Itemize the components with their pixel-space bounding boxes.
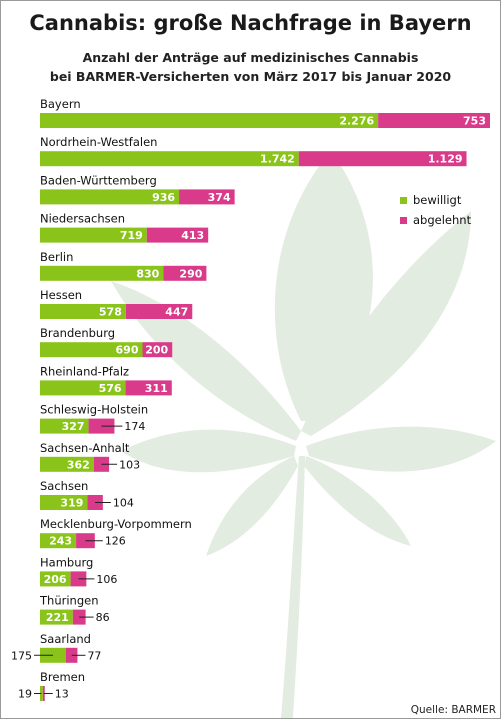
legend-swatch-abgelehnt xyxy=(400,217,407,224)
bar-bewilligt-sachsen-anhalt xyxy=(40,456,94,472)
bar-bewilligt-baden-wuerttemberg xyxy=(40,189,180,205)
legend-label-abgelehnt: abgelehnt xyxy=(413,213,472,227)
legend-label-bewilligt: bewilligt xyxy=(413,193,462,207)
value-label-abgelehnt-sachsen-anhalt: 103 xyxy=(119,458,140,471)
bars-layer: Bayern 2.276 753 Nordrhein-Westfalen 1.742 1.… xyxy=(11,97,490,701)
bar-bewilligt-brandenburg xyxy=(40,342,143,358)
value-label-abgelehnt-thueringen: 86 xyxy=(96,611,110,624)
value-label-bewilligt-nordrhein-westfalen: 1.742 xyxy=(260,153,295,166)
value-label-abgelehnt-berlin: 290 xyxy=(179,267,202,280)
chart-subtitle-line-2: bei BARMER-Versicherten von März 2017 bi… xyxy=(49,69,452,84)
bar-bewilligt-mecklenburg-vorpommern xyxy=(40,533,77,549)
value-label-abgelehnt-rheinland-pfalz: 311 xyxy=(145,382,168,395)
category-label-bremen: Bremen xyxy=(40,670,85,684)
bar-abgelehnt-baden-wuerttemberg xyxy=(179,189,235,205)
bar-bewilligt-bayern xyxy=(40,113,379,128)
category-label-hessen: Hessen xyxy=(40,288,82,302)
bar-bewilligt-rheinland-pfalz xyxy=(40,380,126,396)
value-label-abgelehnt-niedersachsen: 413 xyxy=(181,229,204,242)
value-label-abgelehnt-nordrhein-westfalen: 1.129 xyxy=(428,153,463,166)
legend: bewilligt abgelehnt xyxy=(400,193,472,227)
value-label-bewilligt-niedersachsen: 719 xyxy=(120,229,143,242)
bar-bewilligt-hessen xyxy=(40,304,126,319)
bar-abgelehnt-mecklenburg-vorpommern xyxy=(76,533,95,549)
bar-bewilligt-schleswig-holstein xyxy=(40,418,89,434)
value-label-bewilligt-hessen: 578 xyxy=(99,306,122,319)
value-label-bewilligt-bayern: 2.276 xyxy=(339,115,374,128)
value-label-bewilligt-baden-wuerttemberg: 936 xyxy=(152,191,175,204)
value-label-bewilligt-saarland: 175 xyxy=(11,649,32,662)
category-label-thueringen: Thüringen xyxy=(39,594,98,608)
category-label-baden-wuerttemberg: Baden-Württemberg xyxy=(40,173,157,187)
value-label-bewilligt-bremen: 19 xyxy=(18,688,32,701)
value-label-bewilligt-thueringen: 221 xyxy=(46,611,69,624)
value-label-abgelehnt-saarland: 77 xyxy=(87,649,101,662)
bar-abgelehnt-bremen xyxy=(42,686,45,701)
category-label-brandenburg: Brandenburg xyxy=(40,326,115,340)
category-label-sachsen-anhalt: Sachsen-Anhalt xyxy=(40,441,130,455)
bar-bewilligt-hamburg xyxy=(40,571,71,587)
chart-subtitle-line-1: Anzahl der Anträge auf medizinisches Can… xyxy=(82,50,419,65)
value-label-bewilligt-sachsen: 319 xyxy=(60,497,83,510)
value-label-bewilligt-berlin: 830 xyxy=(136,267,159,280)
value-label-abgelehnt-bayern: 753 xyxy=(463,115,486,128)
bar-abgelehnt-rheinland-pfalz xyxy=(125,380,172,396)
category-label-mecklenburg-vorpommern: Mecklenburg-Vorpommern xyxy=(40,517,192,531)
value-label-bewilligt-rheinland-pfalz: 576 xyxy=(99,382,122,395)
bar-abgelehnt-brandenburg xyxy=(142,342,173,358)
value-label-abgelehnt-hamburg: 106 xyxy=(96,573,117,586)
chart-title: Cannabis: große Nachfrage in Bayern xyxy=(29,11,472,35)
category-label-niedersachsen: Niedersachsen xyxy=(40,212,125,226)
bar-bewilligt-sachsen xyxy=(40,495,88,510)
bar-abgelehnt-niedersachsen xyxy=(146,227,209,243)
value-label-bewilligt-schleswig-holstein: 327 xyxy=(62,420,85,433)
value-label-abgelehnt-schleswig-holstein: 174 xyxy=(124,420,145,433)
source-note: Quelle: BARMER xyxy=(410,704,496,716)
category-label-saarland: Saarland xyxy=(40,632,91,646)
category-label-rheinland-pfalz: Rheinland-Pfalz xyxy=(40,364,129,378)
value-label-bewilligt-sachsen-anhalt: 362 xyxy=(67,458,90,471)
value-label-abgelehnt-sachsen: 104 xyxy=(113,497,134,510)
category-label-bayern: Bayern xyxy=(40,97,81,111)
bar-bewilligt-niedersachsen xyxy=(40,227,147,243)
category-label-nordrhein-westfalen: Nordrhein-Westfalen xyxy=(40,135,157,149)
bar-abgelehnt-saarland xyxy=(65,647,78,663)
bar-abgelehnt-nordrhein-westfalen xyxy=(298,151,467,167)
bar-bewilligt-nordrhein-westfalen xyxy=(40,151,299,167)
value-label-bewilligt-hamburg: 206 xyxy=(44,573,67,586)
category-label-schleswig-holstein: Schleswig-Holstein xyxy=(40,403,148,417)
bar-bewilligt-berlin xyxy=(40,265,164,281)
value-label-bewilligt-mecklenburg-vorpommern: 243 xyxy=(49,535,72,548)
value-label-abgelehnt-hessen: 447 xyxy=(165,306,188,319)
value-label-abgelehnt-brandenburg: 200 xyxy=(145,344,168,357)
bar-abgelehnt-bayern xyxy=(378,113,490,128)
bar-bewilligt-thueringen xyxy=(40,609,73,625)
value-label-abgelehnt-mecklenburg-vorpommern: 126 xyxy=(105,535,126,548)
value-label-abgelehnt-bremen: 13 xyxy=(55,688,69,701)
legend-swatch-bewilligt xyxy=(400,197,407,204)
bar-abgelehnt-berlin xyxy=(163,265,207,281)
bar-abgelehnt-hessen xyxy=(125,304,193,319)
value-label-abgelehnt-baden-wuerttemberg: 374 xyxy=(208,191,231,204)
category-label-berlin: Berlin xyxy=(40,250,73,264)
category-label-hamburg: Hamburg xyxy=(40,555,93,569)
category-label-sachsen: Sachsen xyxy=(40,479,88,493)
value-label-bewilligt-brandenburg: 690 xyxy=(116,344,139,357)
